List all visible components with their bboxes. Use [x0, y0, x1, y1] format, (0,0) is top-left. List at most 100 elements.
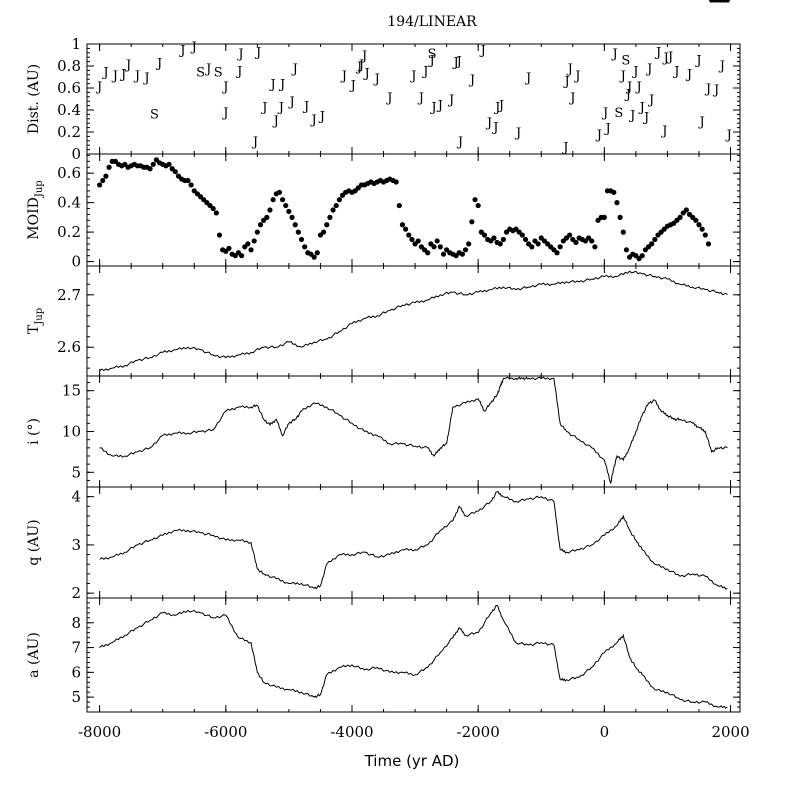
ytick-label-dist: 0.6	[57, 79, 81, 97]
moid-point	[639, 253, 645, 259]
encounter-marker: S	[428, 47, 437, 62]
moid-point	[440, 251, 447, 257]
encounter-marker: J	[725, 128, 732, 143]
ytick-label-q: 3	[71, 536, 81, 554]
series-line-tjup	[99, 270, 728, 372]
encounter-marker: J	[236, 47, 243, 62]
moid-point	[677, 214, 683, 220]
encounter-marker: J	[497, 99, 504, 114]
encounter-marker: J	[287, 95, 294, 110]
moid-point	[188, 182, 194, 188]
encounter-marker: J	[628, 108, 635, 123]
ylabel-inc: i (°)	[26, 418, 42, 445]
moid-point	[213, 210, 219, 216]
encounter-marker: J	[694, 53, 701, 68]
moid-point	[333, 202, 339, 209]
encounter-marker: J	[355, 60, 362, 75]
ylabel-dist: Dist. (AU)	[26, 64, 42, 134]
moid-point	[617, 214, 623, 220]
encounter-marker: J	[610, 47, 617, 62]
encounter-marker: J	[685, 68, 692, 83]
x-axis-label: Time (yr AD)	[364, 752, 460, 770]
series-line-inc	[99, 376, 728, 485]
ytick-label-dist: 0.2	[57, 123, 81, 141]
moid-point	[462, 247, 469, 253]
encounter-marker: J	[436, 99, 443, 114]
encounter-marker: J	[601, 106, 608, 121]
moid-point	[459, 251, 465, 257]
encounter-marker: J	[310, 113, 317, 128]
moid-point	[497, 241, 503, 247]
moid-point	[466, 241, 472, 247]
encounter-marker: J	[595, 128, 602, 143]
moid-point	[475, 202, 481, 209]
encounter-marker: J	[493, 101, 500, 116]
ytick-label-inc: 15	[62, 382, 81, 400]
encounter-marker: J	[645, 62, 652, 77]
xtick-label: 2000	[711, 723, 749, 741]
encounter-marker: S	[614, 106, 623, 121]
encounter-marker: J	[340, 69, 347, 84]
series-line-q	[99, 490, 728, 590]
xtick-label: -4000	[330, 723, 373, 741]
encounter-marker: J	[514, 126, 521, 141]
encounter-marker: J	[178, 44, 185, 59]
encounter-marker: J	[429, 101, 436, 116]
xtick-label: -2000	[457, 723, 500, 741]
moid-point	[311, 254, 317, 260]
moid-point	[298, 236, 305, 243]
ytick-label-moid: 0.2	[57, 223, 81, 241]
encounter-marker: J	[468, 73, 475, 88]
panel-q: 2 3 4 q (AU)	[26, 486, 741, 602]
encounter-marker: J	[491, 121, 498, 136]
encounter-marker: J	[566, 62, 573, 77]
moid-point	[472, 197, 478, 203]
moid-point	[106, 164, 112, 170]
ytick-label-dist: 0	[71, 145, 81, 163]
moid-point	[500, 236, 507, 243]
ylabel-moid: MOIDJup	[26, 180, 45, 239]
moid-point	[270, 197, 276, 203]
encounter-marker: S	[196, 66, 205, 81]
moid-point	[481, 232, 488, 238]
moid-point	[292, 222, 298, 228]
encounter-marker: J	[654, 46, 661, 61]
moid-point	[557, 244, 563, 250]
moid-point	[652, 236, 658, 243]
moid-point	[257, 222, 264, 228]
encounter-marker: J	[456, 135, 463, 150]
series-line-a	[99, 604, 728, 709]
moid-point	[696, 222, 702, 228]
moid-point	[327, 214, 333, 220]
moid-point	[567, 232, 573, 238]
encounter-marker: J	[124, 58, 131, 73]
encounter-marker: J	[660, 124, 667, 139]
moid-point	[172, 169, 178, 175]
moid-point	[699, 226, 705, 232]
encounter-marker: J	[666, 50, 673, 65]
ylabel-subscript-tjup: Jup	[34, 308, 45, 326]
ylabel-subscript-moid: Jup	[34, 180, 45, 198]
moid-point	[623, 247, 630, 253]
moid-point	[393, 179, 399, 185]
moid-point	[216, 232, 223, 238]
encounter-marker: J	[455, 55, 462, 70]
encounter-marker: J	[642, 111, 649, 126]
moid-point	[601, 214, 607, 220]
moid-point	[267, 207, 273, 213]
moid-point	[437, 244, 443, 250]
chart-title: 194/LINEAR	[387, 14, 477, 30]
ytick-label-q: 4	[71, 488, 81, 506]
encounter-marker: J	[235, 64, 242, 79]
moid-point	[185, 177, 191, 184]
encounter-marker: S	[214, 66, 223, 81]
encounter-marker: J	[638, 101, 645, 116]
encounter-marker: J	[417, 91, 424, 106]
xtick-label: -8000	[78, 723, 121, 741]
encounter-marker: J	[568, 91, 575, 106]
encounter-marker: J	[142, 71, 149, 86]
moid-point	[589, 238, 595, 244]
encounter-marker: J	[634, 80, 641, 95]
